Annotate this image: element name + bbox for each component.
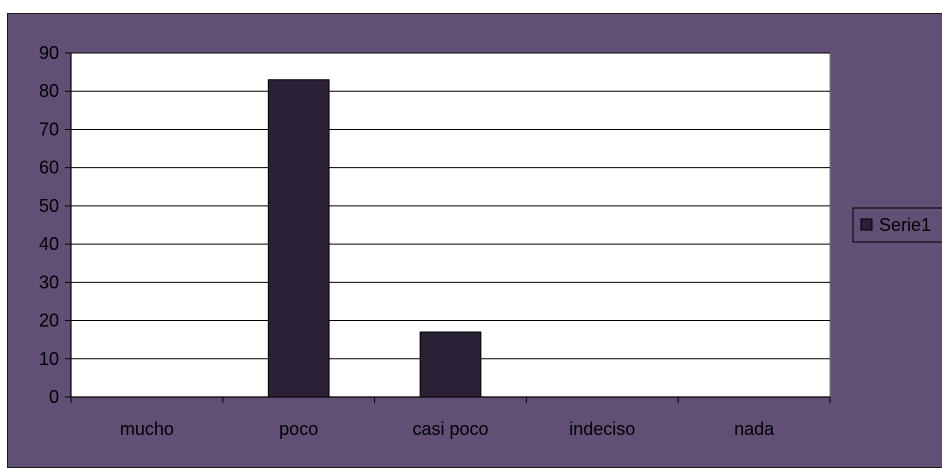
bar [267, 79, 330, 398]
bars [267, 79, 482, 398]
legend: Serie1 [852, 207, 942, 243]
bar [419, 331, 482, 398]
x-axis: mucho poco casi poco indeciso nada [70, 396, 831, 439]
y-tick-label: 30 [39, 272, 59, 292]
y-tick-label: 20 [39, 311, 59, 331]
x-tick-label: nada [734, 419, 775, 439]
y-tick-label: 40 [39, 234, 59, 254]
y-tick-label: 60 [39, 158, 59, 178]
legend-swatch-serie1 [860, 218, 873, 231]
x-tick-label: poco [279, 419, 318, 439]
y-tick-label: 10 [39, 349, 59, 369]
y-tick-label: 90 [39, 43, 59, 63]
y-tick-label: 80 [39, 81, 59, 101]
x-tick-label: indeciso [569, 419, 635, 439]
x-tick-label: mucho [120, 419, 174, 439]
y-tick-label: 0 [49, 387, 59, 407]
y-tick-label: 70 [39, 119, 59, 139]
x-tick-label: casi poco [412, 419, 488, 439]
y-axis: 0 10 20 30 40 50 60 70 80 90 [39, 43, 72, 407]
legend-label-serie1: Serie1 [879, 215, 931, 235]
y-tick-label: 50 [39, 196, 59, 216]
gridlines [71, 52, 830, 360]
